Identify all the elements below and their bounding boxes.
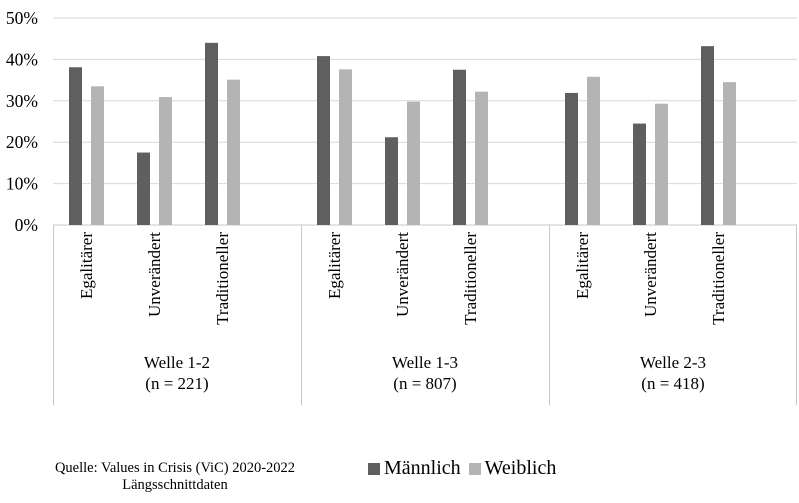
bar-1-1-1 xyxy=(407,101,420,225)
bar-2-2-1 xyxy=(723,82,736,225)
bar-2-1-0 xyxy=(633,123,646,225)
category-label-0-1: Unverändert xyxy=(145,232,164,317)
y-tick-label-5: 50% xyxy=(6,8,38,28)
source-note: Quelle: Values in Crisis (ViC) 2020-2022… xyxy=(30,460,320,494)
bar-0-1-1 xyxy=(159,97,172,225)
category-label-2-1: Unverändert xyxy=(641,232,660,317)
bar-0-0-0 xyxy=(69,67,82,226)
legend: Männlich Weiblich xyxy=(368,457,564,480)
category-label-1-0: Egalitärer xyxy=(325,232,344,299)
y-tick-label-0: 0% xyxy=(15,215,38,235)
bar-1-0-0 xyxy=(317,56,330,226)
bar-1-1-0 xyxy=(385,137,398,225)
bar-1-0-1 xyxy=(339,69,352,225)
y-tick-label-1: 10% xyxy=(6,174,38,194)
category-label-2-0: Egalitärer xyxy=(573,232,592,299)
group-label-2: Welle 2-3 xyxy=(640,353,706,372)
y-tick-label-4: 40% xyxy=(6,49,38,69)
bar-2-1-1 xyxy=(655,103,668,225)
group-label-0: Welle 1-2 xyxy=(144,353,210,372)
bar-0-1-0 xyxy=(137,152,150,225)
group-label-1: Welle 1-3 xyxy=(392,353,458,372)
y-tick-label-3: 30% xyxy=(6,91,38,111)
bar-1-2-1 xyxy=(475,91,488,225)
y-tick-label-2: 20% xyxy=(6,132,38,152)
group-n-label-1: (n = 807) xyxy=(393,374,456,393)
group-n-label-2: (n = 418) xyxy=(641,374,704,393)
group-n-label-0: (n = 221) xyxy=(145,374,208,393)
bar-1-2-0 xyxy=(453,69,466,225)
bar-chart: 0% 10% 20% 30% 40% 50% Egalitärer Unverändert Tr… xyxy=(6,8,797,405)
legend-label-female: Weiblich xyxy=(484,457,557,479)
legend-label-male: Männlich xyxy=(384,457,461,479)
category-label-0-2: Traditioneller xyxy=(213,232,232,325)
source-line-1: Quelle: Values in Crisis (ViC) 2020-2022 xyxy=(54,460,296,476)
category-label-0-0: Egalitärer xyxy=(77,232,96,299)
bar-2-2-0 xyxy=(701,46,714,225)
legend-item-male: Männlich xyxy=(368,457,461,480)
category-label-1-1: Unverändert xyxy=(393,232,412,317)
legend-item-female: Weiblich xyxy=(468,457,557,480)
bar-2-0-1 xyxy=(587,76,600,226)
legend-swatch-female xyxy=(468,462,481,475)
bar-0-0-1 xyxy=(91,86,104,225)
legend-swatch-male xyxy=(368,462,380,475)
bar-0-2-1 xyxy=(227,79,240,225)
bar-2-0-0 xyxy=(565,92,578,226)
category-label-2-2: Traditioneller xyxy=(709,232,728,325)
bar-0-2-0 xyxy=(205,42,218,226)
source-line-2: Längsschnittdaten xyxy=(122,477,228,493)
category-label-1-2: Traditioneller xyxy=(461,232,480,325)
